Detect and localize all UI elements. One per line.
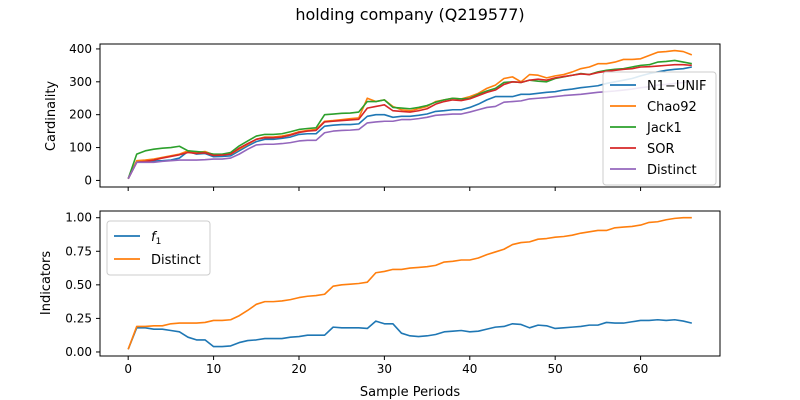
top-legend-label: Distinct <box>647 163 697 178</box>
top-y-tick-label: 400 <box>69 42 92 56</box>
top-y-axis-label: Cardinality <box>44 81 59 152</box>
bottom-axes-frame <box>99 210 721 357</box>
top-axes-frame <box>99 43 721 188</box>
top-panel: 0 100 200 300 400 Cardinality N1−UNIF Chao92 J… <box>44 42 721 191</box>
top-y-tick-label: 100 <box>69 141 92 155</box>
top-legend-label: N1−UNIF <box>647 79 706 94</box>
top-y-tick-label: 300 <box>69 75 92 89</box>
top-y-tick-label: 0 <box>84 173 92 187</box>
bottom-y-tick-label: 0.25 <box>65 311 92 325</box>
top-y-tick-label: 200 <box>69 108 92 122</box>
bottom-x-tick-label: 10 <box>206 362 221 376</box>
bottom-x-tick-label: 60 <box>633 362 648 376</box>
bottom-y-tick-label: 0.50 <box>65 278 92 292</box>
bottom-y-tick-label: 0.00 <box>65 345 92 359</box>
top-plot-lines <box>127 49 693 180</box>
top-legend-label: Jack1 <box>646 121 682 136</box>
bottom-x-tick-label: 50 <box>548 362 563 376</box>
top-series-line-3 <box>127 63 692 180</box>
bottom-x-tick-label: 20 <box>291 362 306 376</box>
bottom-series-line-0 <box>127 318 693 350</box>
bottom-legend-label: Distinct <box>151 253 201 268</box>
bottom-x-tick-label: 40 <box>462 362 477 376</box>
chart-title: holding company (Q219577) <box>295 5 524 24</box>
bottom-x-tick-label: 30 <box>377 362 392 376</box>
bottom-legend-label-main: f <box>151 230 158 245</box>
bottom-legend-label: f1 <box>151 230 161 247</box>
top-legend: N1−UNIF Chao92 Jack1 SOR Distinct <box>602 71 717 186</box>
top-legend-box <box>602 71 717 186</box>
bottom-legend: f1 Distinct <box>106 220 211 276</box>
bottom-legend-box <box>106 220 211 276</box>
bottom-y-tick-label: 0.75 <box>65 244 92 258</box>
bottom-x-axis-label: Sample Periods <box>360 385 460 400</box>
bottom-plot-lines <box>127 216 693 350</box>
top-axes: 0 100 200 300 400 <box>69 42 642 191</box>
bottom-y-tick-label: 1.00 <box>65 211 92 225</box>
bottom-axes: 0 10 20 30 40 50 60 0.00 0.25 0.50 0.75 1.00 <box>65 211 648 376</box>
bottom-y-axis-label: Indicators <box>39 251 54 315</box>
bottom-x-tick-label: 0 <box>124 362 132 376</box>
bottom-legend-label-sub: 1 <box>156 237 162 247</box>
bottom-panel: 0 10 20 30 40 50 60 0.00 0.25 0.50 0.75 1.00 Indica… <box>39 210 721 400</box>
bottom-series-line-1 <box>127 216 692 350</box>
top-legend-label: Chao92 <box>647 100 697 115</box>
top-series-line-4 <box>127 81 692 180</box>
top-legend-label: SOR <box>647 142 675 157</box>
top-series-line-0 <box>127 66 692 180</box>
